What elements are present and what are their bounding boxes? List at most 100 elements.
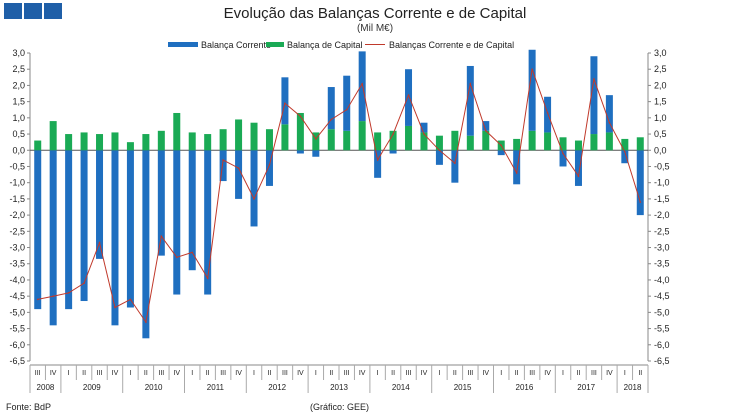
bar-balanca-corrente (405, 69, 413, 126)
quarter-label: III (467, 370, 473, 377)
line-point (546, 112, 549, 114)
bar-balanca-capital (358, 121, 366, 151)
y-tick-label-right: -3,5 (654, 259, 670, 269)
bar-balanca-corrente (451, 150, 459, 183)
quarter-label: II (453, 370, 457, 377)
year-label: 2010 (145, 383, 163, 392)
logo-block-2 (24, 3, 42, 19)
y-tick-label-right: -5,0 (654, 307, 670, 317)
quarter-label: I (438, 370, 440, 377)
year-label: 2015 (454, 383, 472, 392)
legend-label-balanca-capital: Balança de Capital (287, 40, 363, 50)
bar-balanca-capital (157, 130, 165, 151)
quarter-label: I (562, 370, 564, 377)
bar-balanca-capital (343, 130, 351, 151)
bar-balanca-corrente (605, 95, 613, 133)
y-tick-label-right: 1,0 (654, 113, 667, 123)
bar-balanca-capital (188, 132, 196, 151)
bar-balanca-capital (544, 132, 552, 151)
line-point (114, 306, 116, 309)
line-point (515, 172, 518, 174)
chart-area: Balança Corrente Balança de Capital Bala… (9, 40, 670, 393)
bar-balanca-capital (65, 134, 73, 151)
bar-balanca-corrente (343, 75, 351, 131)
bar-balanca-capital (96, 134, 104, 151)
y-tick-label-right: 0,5 (654, 129, 667, 139)
bar-balanca-corrente (126, 150, 134, 308)
quarter-label: II (515, 370, 519, 377)
line-point (577, 175, 580, 177)
line-point (145, 321, 147, 323)
line-point (608, 121, 611, 124)
line-point (222, 159, 224, 161)
quarter-label: IV (482, 370, 489, 377)
line-point (253, 198, 255, 200)
bar-balanca-corrente (188, 150, 196, 271)
bar-balanca-corrente (528, 49, 536, 131)
y-tick-label-right: -4,5 (654, 291, 670, 301)
bar-balanca-capital (482, 130, 490, 151)
line-point (237, 167, 240, 169)
axes-group: 3,0 3,0 2,5 2,5 2,0 2,0 1,5 1,5 1,0 1,0 0,5 0,5 0,0 0… (9, 48, 669, 366)
quarter-label: IV (544, 370, 551, 377)
quarter-label: IV (297, 370, 304, 377)
quarter-label: I (191, 370, 193, 377)
quarter-label: III (591, 370, 597, 377)
quarter-label: II (268, 370, 272, 377)
y-tick-label-right: -4,0 (654, 275, 670, 285)
bar-balanca-capital (265, 129, 273, 151)
bar-balanca-capital (142, 134, 150, 151)
bar-balanca-corrente (544, 96, 552, 133)
year-label: 2011 (207, 383, 225, 392)
bar-balanca-corrente (482, 121, 490, 131)
y-tick-label-left: -5,5 (9, 324, 25, 334)
quarter-label: II (391, 370, 395, 377)
bar-balanca-capital (126, 142, 134, 151)
bar-balanca-corrente (466, 65, 474, 136)
line-point (315, 138, 317, 140)
bar-balanca-corrente (173, 150, 181, 295)
y-tick-label-left: 3,0 (12, 48, 25, 58)
y-tick-label-left: -6,0 (9, 340, 25, 350)
logo-block-3 (44, 3, 62, 19)
line-point (423, 133, 425, 135)
bar-balanca-capital (281, 124, 289, 151)
year-label: 2018 (624, 383, 642, 392)
quarter-label: I (500, 370, 502, 377)
bar-balanca-corrente (235, 150, 243, 199)
quarter-label: I (129, 370, 131, 377)
line-group (36, 68, 642, 324)
bar-balanca-corrente (559, 150, 567, 167)
bar-balanca-capital (574, 140, 582, 151)
bar-balanca-capital (528, 130, 536, 151)
bar-balanca-corrente (636, 150, 644, 216)
y-tick-label-right: 2,0 (654, 80, 667, 90)
quarter-label: II (329, 370, 333, 377)
bar-balanca-capital (605, 132, 613, 151)
line-point (83, 282, 85, 284)
line-point (268, 164, 271, 166)
quarter-label: I (377, 370, 379, 377)
line-point (562, 152, 564, 155)
bar-balanca-corrente (389, 150, 397, 154)
y-tick-label-left: 0,0 (12, 145, 25, 155)
bar-balanca-capital (451, 130, 459, 151)
y-tick-label-left: 1,5 (12, 97, 25, 107)
year-label: 2013 (330, 383, 348, 392)
year-label: 2014 (392, 383, 410, 392)
y-tick-label-right: 3,0 (654, 48, 667, 58)
quarter-label: II (144, 370, 148, 377)
quarter-label: IV (235, 370, 242, 377)
bar-balanca-capital (111, 132, 119, 151)
y-tick-label-right: -1,0 (654, 178, 670, 188)
line-point (624, 151, 626, 153)
quarter-label: III (344, 370, 350, 377)
bar-balanca-capital (312, 132, 320, 151)
quarter-label: III (406, 370, 412, 377)
year-label: 2009 (83, 383, 101, 392)
line-point (407, 94, 410, 96)
line-point (284, 102, 286, 105)
line-point (129, 298, 132, 301)
bar-balanca-corrente (65, 150, 73, 310)
line-point (67, 292, 70, 294)
